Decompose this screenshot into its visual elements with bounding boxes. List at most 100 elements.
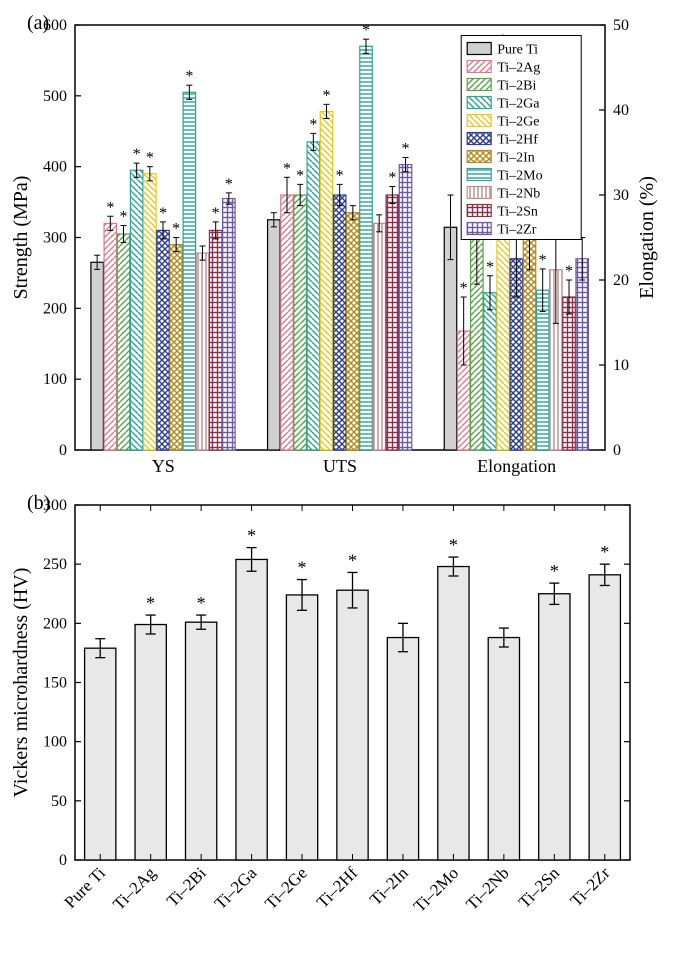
bar-YS-Ti–2Hf bbox=[157, 230, 170, 450]
svg-text:*: * bbox=[172, 221, 180, 238]
x-label: Ti–2Ag bbox=[109, 863, 160, 914]
hv-bar-Ti–2Hf bbox=[337, 590, 368, 860]
legend-label: Ti–2Ge bbox=[497, 115, 539, 130]
legend-swatch-Ti–2Mo bbox=[467, 169, 491, 181]
hv-bar-Ti–2Bi bbox=[185, 622, 216, 860]
bar-UTS-Ti–2In bbox=[347, 213, 360, 450]
svg-text:*: * bbox=[283, 160, 291, 177]
bar-UTS-Ti–2Bi bbox=[294, 195, 307, 450]
svg-text:*: * bbox=[146, 593, 155, 613]
x-label: Ti–2Hf bbox=[313, 863, 362, 912]
legend-label: Ti–2Zr bbox=[497, 223, 537, 238]
svg-text:Elongation (%): Elongation (%) bbox=[636, 176, 658, 299]
hv-bar-Ti–2Nb bbox=[488, 638, 519, 860]
x-label: Ti–2Bi bbox=[163, 863, 210, 910]
svg-text:10: 10 bbox=[613, 357, 629, 374]
svg-text:*: * bbox=[600, 542, 609, 562]
bar-YS-Ti–2Sn bbox=[209, 230, 222, 450]
svg-text:*: * bbox=[362, 22, 370, 39]
hv-bar-Ti–2Sn bbox=[539, 594, 570, 860]
svg-text:*: * bbox=[309, 116, 317, 133]
svg-text:30: 30 bbox=[613, 187, 629, 204]
svg-text:UTS: UTS bbox=[323, 456, 357, 476]
svg-text:*: * bbox=[106, 199, 114, 216]
svg-text:*: * bbox=[402, 140, 410, 157]
svg-text:(b): (b) bbox=[27, 492, 50, 514]
x-label: Ti–2Sn bbox=[515, 863, 564, 912]
x-label: Pure Ti bbox=[61, 863, 110, 912]
legend-label: Pure Ti bbox=[497, 43, 538, 58]
svg-text:*: * bbox=[388, 170, 396, 187]
svg-text:150: 150 bbox=[43, 675, 67, 692]
svg-text:*: * bbox=[133, 146, 141, 163]
bar-YS-Ti–2Mo bbox=[183, 92, 196, 450]
svg-text:Vickers microhardness (HV): Vickers microhardness (HV) bbox=[10, 568, 32, 798]
svg-text:*: * bbox=[539, 252, 547, 269]
svg-text:20: 20 bbox=[613, 272, 629, 289]
svg-text:200: 200 bbox=[43, 300, 67, 317]
svg-text:*: * bbox=[565, 263, 573, 280]
svg-text:*: * bbox=[146, 150, 154, 167]
hv-bar-Ti–2Ge bbox=[286, 595, 317, 860]
svg-text:*: * bbox=[323, 87, 331, 104]
legend-label: Ti–2Nb bbox=[497, 187, 540, 202]
bar-Elongation-Ti–2Sn bbox=[563, 297, 576, 450]
bar-UTS-Ti–2Ga bbox=[307, 142, 320, 450]
legend-label: Ti–2Ga bbox=[497, 97, 540, 112]
bar-UTS-Pure Ti bbox=[268, 220, 281, 450]
x-label: Ti–2Nb bbox=[462, 863, 512, 913]
bar-UTS-Ti–2Hf bbox=[333, 195, 346, 450]
bar-UTS-Ti–2Nb bbox=[373, 223, 386, 450]
legend-swatch-Ti–2Ag bbox=[467, 61, 491, 73]
svg-text:*: * bbox=[336, 167, 344, 184]
x-label: Ti–2Ge bbox=[261, 863, 311, 913]
svg-text:*: * bbox=[348, 550, 357, 570]
bar-YS-Ti–2Nb bbox=[196, 253, 209, 450]
svg-text:Strength (MPa): Strength (MPa) bbox=[10, 176, 32, 300]
svg-text:100: 100 bbox=[43, 371, 67, 388]
svg-text:Elongation: Elongation bbox=[477, 456, 556, 476]
svg-text:400: 400 bbox=[43, 159, 67, 176]
svg-text:*: * bbox=[296, 167, 304, 184]
svg-text:200: 200 bbox=[43, 615, 67, 632]
legend-label: Ti–2Ag bbox=[497, 61, 540, 76]
svg-text:(a): (a) bbox=[27, 12, 49, 34]
bar-YS-Pure Ti bbox=[91, 262, 104, 450]
hv-bar-Ti–2Mo bbox=[438, 567, 469, 860]
legend-label: Ti–2Bi bbox=[497, 79, 536, 94]
hv-bar-Ti–2Ga bbox=[236, 559, 267, 860]
bar-UTS-Ti–2Mo bbox=[360, 46, 373, 450]
svg-text:*: * bbox=[460, 280, 468, 297]
svg-text:*: * bbox=[247, 526, 256, 546]
legend-label: Ti–2Mo bbox=[497, 169, 542, 184]
svg-text:*: * bbox=[225, 176, 233, 193]
bar-YS-Ti–2Ga bbox=[130, 170, 143, 450]
x-label: Ti–2In bbox=[366, 863, 412, 909]
svg-text:100: 100 bbox=[43, 734, 67, 751]
figure-container: 010020030040050060001020304050Strength (… bbox=[0, 0, 675, 975]
bar-UTS-Ti–2Sn bbox=[386, 195, 399, 450]
bar-UTS-Ti–2Ag bbox=[281, 195, 294, 450]
legend-label: Ti–2Hf bbox=[497, 133, 538, 148]
bar-Elongation-Ti–2Mo bbox=[536, 290, 549, 450]
legend-swatch-Ti–2Nb bbox=[467, 187, 491, 199]
legend-swatch-Pure Ti bbox=[467, 43, 491, 55]
legend-swatch-Ti–2In bbox=[467, 151, 491, 163]
x-label: Ti–2Zr bbox=[567, 863, 614, 910]
hv-bar-Ti–2Zr bbox=[589, 575, 620, 860]
bar-YS-Ti–2In bbox=[170, 245, 183, 450]
bar-Elongation-Ti–2Ga bbox=[484, 293, 497, 450]
hv-bar-Pure Ti bbox=[85, 648, 116, 860]
bar-YS-Ti–2Bi bbox=[117, 234, 130, 450]
svg-text:*: * bbox=[185, 68, 193, 85]
svg-text:0: 0 bbox=[59, 852, 67, 869]
legend-swatch-Ti–2Ga bbox=[467, 97, 491, 109]
legend-label: Ti–2Sn bbox=[497, 205, 538, 220]
figure-svg: 010020030040050060001020304050Strength (… bbox=[0, 0, 675, 975]
svg-text:500: 500 bbox=[43, 88, 67, 105]
svg-text:*: * bbox=[159, 205, 167, 222]
hv-bar-Ti–2Ag bbox=[135, 625, 166, 860]
svg-text:0: 0 bbox=[613, 442, 621, 459]
svg-text:*: * bbox=[212, 205, 220, 222]
legend-swatch-Ti–2Bi bbox=[467, 79, 491, 91]
